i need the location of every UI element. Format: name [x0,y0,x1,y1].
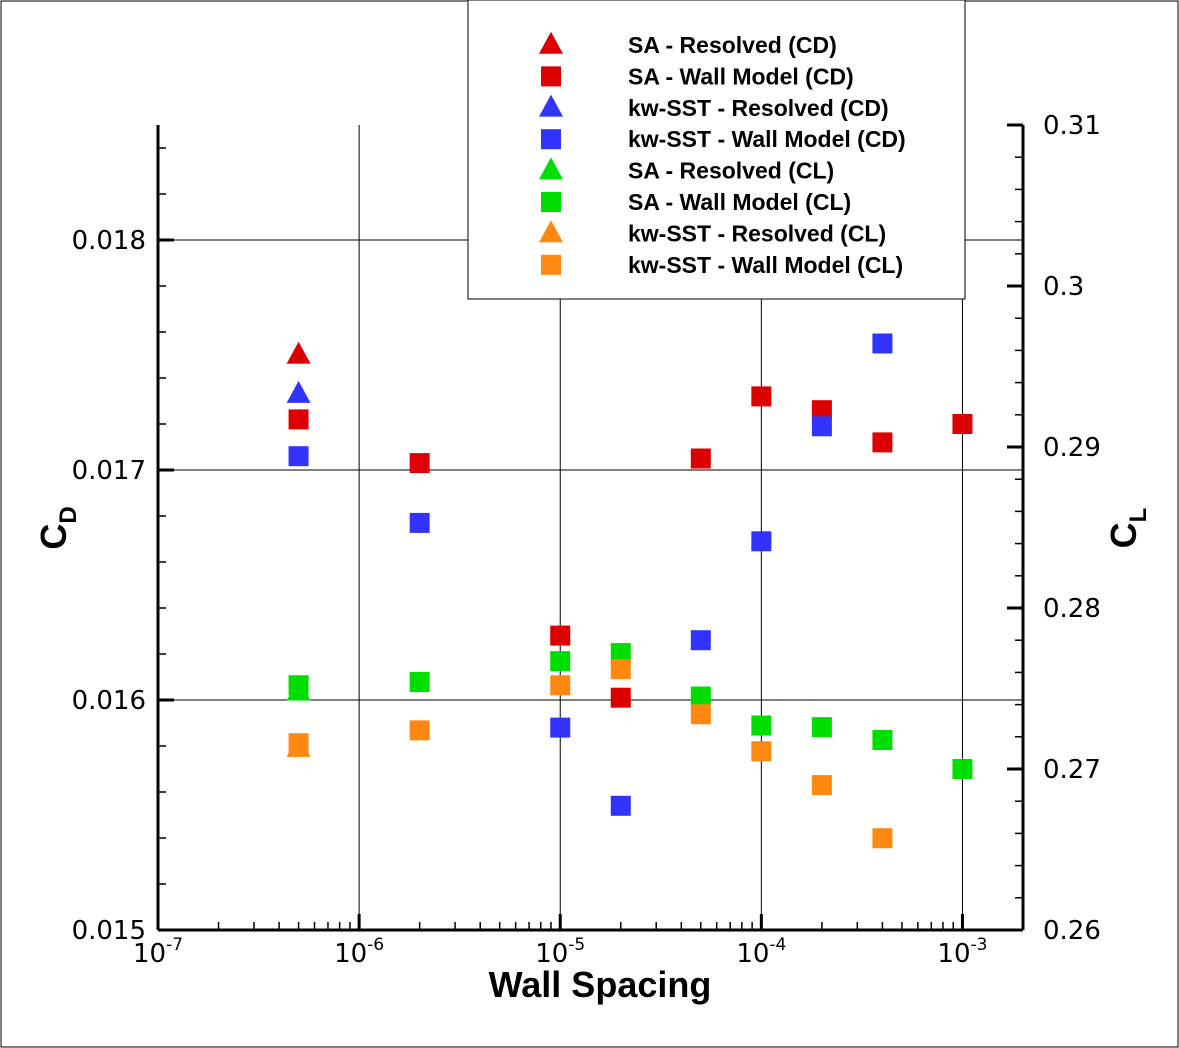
data-point [409,512,430,533]
y-axis-right-title-main: C [1103,522,1144,548]
x-tick-label-base: 10 [937,939,970,969]
legend-marker [541,254,561,275]
legend-label: kw-SST - Resolved (CD) [628,95,889,121]
legend-label: SA - Wall Model (CD) [628,63,854,89]
data-point [288,675,309,696]
legend-marker [541,129,561,150]
data-point [610,643,631,664]
x-tick-label: 10-7 [133,935,183,969]
data-point [409,453,430,474]
data-point [751,386,772,407]
y-right-tick-label: 0.28 [1043,594,1101,624]
data-point [610,659,631,680]
y-right-tick-label: 0.29 [1043,433,1101,463]
data-point [751,715,772,736]
x-tick-label: 10-6 [334,935,384,969]
data-point [288,733,309,754]
legend-marker [541,192,561,212]
data-point [550,625,571,646]
data-point [610,795,631,816]
data-point [751,531,772,552]
legend-label: kw-SST - Resolved (CL) [628,220,886,246]
axes [156,125,1025,932]
data-point [286,341,311,364]
data-point [811,717,832,738]
y-right-tick-label: 0.3 [1043,272,1084,302]
x-tick-label: 10-5 [535,935,585,969]
data-point [952,759,973,779]
tick-labels: 0.015 0.016 0.017 0.018 0.26 0.27 0.28 0.29 0.3 0… [72,111,1101,969]
legend-marker [539,157,563,180]
x-tick-label: 10-3 [937,935,987,969]
legend-marker [539,220,563,243]
data-point [952,414,973,434]
y-right-tick-label: 0.27 [1043,755,1101,785]
y-axis-left-title: CD [33,506,82,549]
y-axis-left-title-main: C [33,524,74,550]
x-tick-label-base: 10 [535,939,568,969]
y-right-tick-label: 0.26 [1043,916,1101,946]
data-point [550,675,571,696]
x-tick-label-exponent: -4 [769,935,786,955]
y-axis-right-title: CL [1103,508,1152,549]
data-point [690,686,711,707]
y-axis-left-title-sub: D [55,506,82,523]
legend-label: kw-SST - Wall Model (CD) [628,126,906,152]
data-point [409,672,430,693]
data-point [690,448,711,469]
y-left-tick-label: 0.018 [72,226,146,256]
legend-label: kw-SST - Wall Model (CL) [628,252,903,278]
data-point [286,380,311,403]
data-point [811,400,832,421]
legend-label: SA - Resolved (CD) [628,32,837,58]
data-point [811,775,832,796]
data-point [690,704,711,725]
y-left-tick-label: 0.016 [72,686,146,716]
data-point [550,717,571,738]
y-right-tick-label: 0.31 [1043,111,1101,141]
data-point [751,741,772,762]
x-tick-label-base: 10 [334,939,367,969]
legend-marker [539,94,563,117]
data-point [872,333,893,354]
data-point [872,730,893,751]
data-point [690,630,711,651]
y-axis-right-title-sub: L [1125,508,1152,523]
data-point [409,720,430,741]
x-tick-label: 10-4 [736,935,786,969]
x-axis-title: Wall Spacing [489,964,712,1005]
legend-marker [541,66,561,87]
data-point [610,687,631,708]
y-left-tick-label: 0.017 [72,456,146,486]
x-tick-label-base: 10 [736,939,769,969]
data-point [811,416,832,437]
x-tick-label-base: 10 [133,939,166,969]
legend: SA - Resolved (CD) SA - Wall Model (CD) kw… [467,0,966,300]
data-markers [286,333,973,849]
data-point [550,651,571,672]
data-point [288,446,309,467]
y-left-tick-label: 0.015 [72,916,146,946]
axis-ticks [156,123,1024,932]
data-point [288,409,309,430]
legend-label: SA - Resolved (CL) [628,158,834,184]
x-tick-label-exponent: -5 [568,935,585,955]
data-point [872,828,893,849]
data-point [872,432,893,453]
x-tick-label-exponent: -6 [367,935,384,955]
x-tick-label-exponent: -3 [971,935,988,955]
x-tick-label-exponent: -7 [166,935,183,955]
legend-marker [539,31,563,54]
legend-label: SA - Wall Model (CL) [628,189,851,215]
